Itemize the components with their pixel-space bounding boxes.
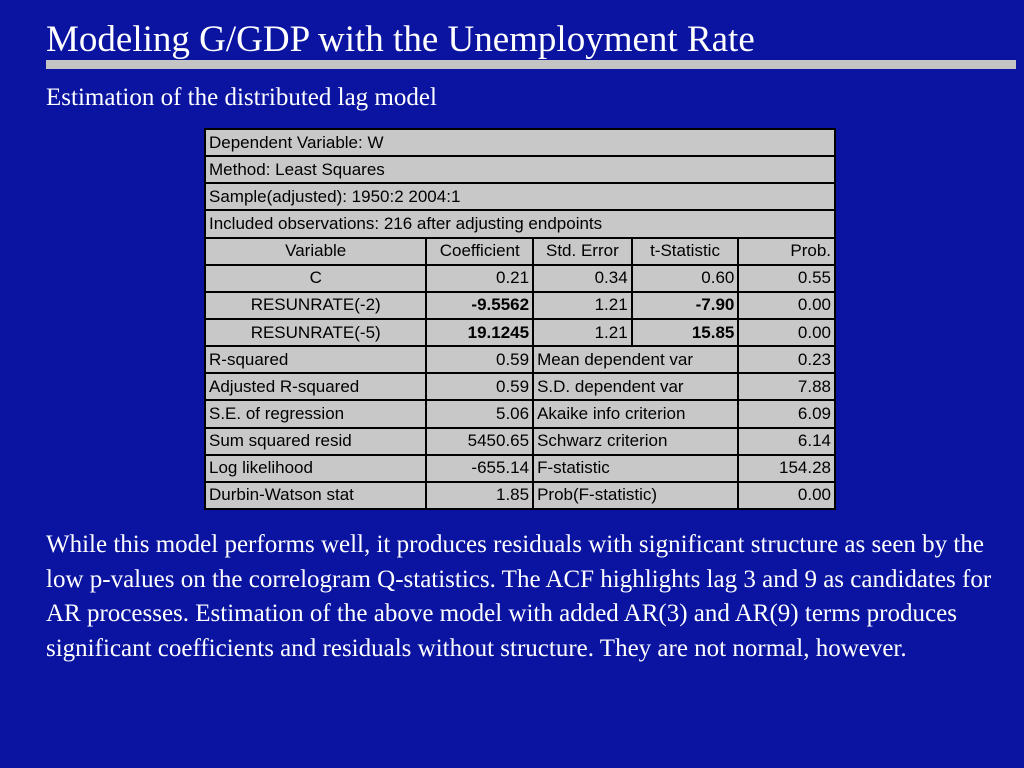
variable-cell: RESUNRATE(-5) [206, 319, 426, 346]
table-row: C 0.21 0.34 0.60 0.55 [206, 265, 834, 291]
prob-cell: 0.00 [739, 319, 834, 346]
stat-label-cell: Adjusted R-squared [206, 374, 426, 400]
stat-value-cell: 5.06 [427, 401, 533, 427]
table-row: Included observations: 216 after adjusti… [206, 211, 834, 237]
stat-value-cell: 154.28 [739, 455, 834, 481]
table-row: S.E. of regression 5.06 Akaike info crit… [206, 401, 834, 427]
dependent-variable-cell: Dependent Variable: W [206, 130, 834, 156]
table-row: Durbin-Watson stat 1.85 Prob(F-statistic… [206, 482, 834, 508]
std-error-cell: 1.21 [534, 319, 631, 346]
stat-value-cell: 7.88 [739, 374, 834, 400]
std-error-cell: 1.21 [534, 292, 631, 318]
table-row: RESUNRATE(-5) 19.1245 1.21 15.85 0.00 [206, 319, 834, 346]
variable-cell: C [206, 265, 426, 291]
coefficient-cell: -9.5562 [427, 292, 533, 318]
column-header: t-Statistic [632, 238, 738, 264]
variable-cell: RESUNRATE(-2) [206, 292, 426, 318]
slide-title: Modeling G/GDP with the Unemployment Rat… [46, 19, 755, 60]
stat-label-cell: F-statistic [534, 455, 738, 481]
regression-table: Dependent Variable: W Method: Least Squa… [204, 128, 836, 510]
stat-value-cell: 0.23 [739, 347, 834, 373]
prob-cell: 0.00 [739, 292, 834, 318]
body-paragraph: While this model performs well, it produ… [46, 531, 992, 662]
regression-output-table: Dependent Variable: W Method: Least Squa… [204, 128, 836, 510]
stat-value-cell: 1.85 [427, 482, 533, 508]
t-statistic-cell: 0.60 [632, 265, 738, 291]
table-row: Adjusted R-squared 0.59 S.D. dependent v… [206, 374, 834, 400]
sample-cell: Sample(adjusted): 1950:2 2004:1 [206, 184, 834, 210]
stat-label-cell: R-squared [206, 347, 426, 373]
table-row: R-squared 0.59 Mean dependent var 0.23 [206, 347, 834, 373]
stat-label-cell: Schwarz criterion [534, 428, 738, 454]
stat-label-cell: S.E. of regression [206, 401, 426, 427]
table-row: Sample(adjusted): 1950:2 2004:1 [206, 184, 834, 210]
table-row: RESUNRATE(-2) -9.5562 1.21 -7.90 0.00 [206, 292, 834, 318]
stat-value-cell: 0.59 [427, 374, 533, 400]
stat-value-cell: -655.14 [427, 455, 533, 481]
stat-value-cell: 5450.65 [427, 428, 533, 454]
stat-value-cell: 0.59 [427, 347, 533, 373]
column-header: Variable [206, 238, 426, 264]
column-header: Prob. [739, 238, 834, 264]
table-header-row: Variable Coefficient Std. Error t-Statis… [206, 238, 834, 264]
prob-cell: 0.55 [739, 265, 834, 291]
table-row: Method: Least Squares [206, 157, 834, 183]
method-cell: Method: Least Squares [206, 157, 834, 183]
stat-label-cell: S.D. dependent var [534, 374, 738, 400]
column-header: Coefficient [427, 238, 533, 264]
stat-value-cell: 6.14 [739, 428, 834, 454]
t-statistic-cell: -7.90 [632, 292, 738, 318]
observations-cell: Included observations: 216 after adjusti… [206, 211, 834, 237]
coefficient-cell: 0.21 [427, 265, 533, 291]
stat-label-cell: Akaike info criterion [534, 401, 738, 427]
table-row: Log likelihood -655.14 F-statistic 154.2… [206, 455, 834, 481]
stat-label-cell: Sum squared resid [206, 428, 426, 454]
std-error-cell: 0.34 [534, 265, 631, 291]
t-statistic-cell: 15.85 [632, 319, 738, 346]
title-underline [46, 60, 1016, 69]
table-row: Sum squared resid 5450.65 Schwarz criter… [206, 428, 834, 454]
coefficient-cell: 19.1245 [427, 319, 533, 346]
column-header: Std. Error [534, 238, 631, 264]
stat-label-cell: Log likelihood [206, 455, 426, 481]
stat-label-cell: Mean dependent var [534, 347, 738, 373]
stat-value-cell: 0.00 [739, 482, 834, 508]
stat-label-cell: Durbin-Watson stat [206, 482, 426, 508]
slide-subtitle: Estimation of the distributed lag model [46, 84, 437, 111]
stat-label-cell: Prob(F-statistic) [534, 482, 738, 508]
table-row: Dependent Variable: W [206, 130, 834, 156]
stat-value-cell: 6.09 [739, 401, 834, 427]
